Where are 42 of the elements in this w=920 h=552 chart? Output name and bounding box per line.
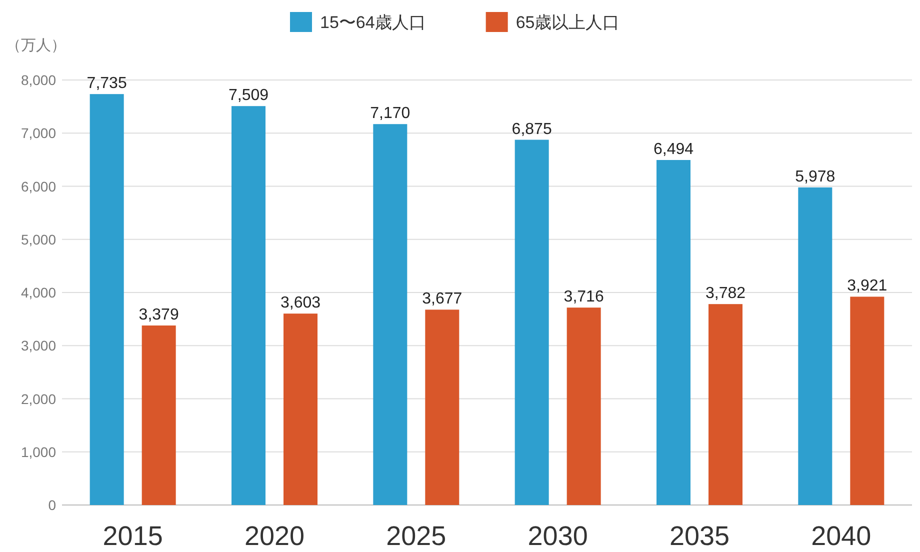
data-label: 3,782 xyxy=(705,285,746,302)
data-label: 3,921 xyxy=(847,278,888,295)
y-tick-label: 4,000 xyxy=(20,284,56,300)
y-tick-label: 2,000 xyxy=(20,390,56,407)
y-tick-label: 3,000 xyxy=(20,338,56,354)
bar xyxy=(656,160,690,505)
y-tick-label: 6,000 xyxy=(20,178,56,194)
data-label: 7,509 xyxy=(228,87,269,104)
x-tick-label: 2020 xyxy=(244,521,305,551)
data-label: 3,716 xyxy=(564,288,604,306)
bar xyxy=(284,314,318,505)
legend-label: 15〜64歳人口 xyxy=(320,13,426,32)
bar xyxy=(708,304,742,505)
bar xyxy=(90,94,124,505)
x-tick-label: 2030 xyxy=(528,521,588,551)
x-tick-label: 2015 xyxy=(102,521,163,551)
bar xyxy=(850,296,884,505)
x-tick-label: 2040 xyxy=(811,521,872,551)
data-label: 7,735 xyxy=(86,75,127,92)
data-label: 7,170 xyxy=(370,105,410,122)
x-tick-label: 2025 xyxy=(386,521,446,551)
bar xyxy=(514,140,549,505)
y-tick-label: 1,000 xyxy=(20,444,56,460)
data-label: 5,978 xyxy=(795,168,836,186)
bar xyxy=(232,106,266,505)
y-tick-label: 5,000 xyxy=(20,231,56,248)
bar xyxy=(142,325,176,505)
y-tick-label: 8,000 xyxy=(20,72,56,88)
data-label: 3,677 xyxy=(422,290,462,308)
y-tick-label: 7,000 xyxy=(20,125,56,142)
bar xyxy=(798,187,832,505)
data-label: 3,603 xyxy=(280,294,321,312)
data-label: 6,875 xyxy=(512,120,552,138)
y-axis-title: （万人） xyxy=(6,37,66,54)
x-tick-label: 2035 xyxy=(669,521,730,551)
y-tick-label: 0 xyxy=(48,497,56,513)
data-label: 6,494 xyxy=(653,141,694,158)
bar xyxy=(566,308,601,505)
bar xyxy=(373,124,408,505)
legend-label: 65歳以上人口 xyxy=(516,13,620,32)
bar xyxy=(425,310,460,505)
data-label: 3,379 xyxy=(138,306,179,324)
